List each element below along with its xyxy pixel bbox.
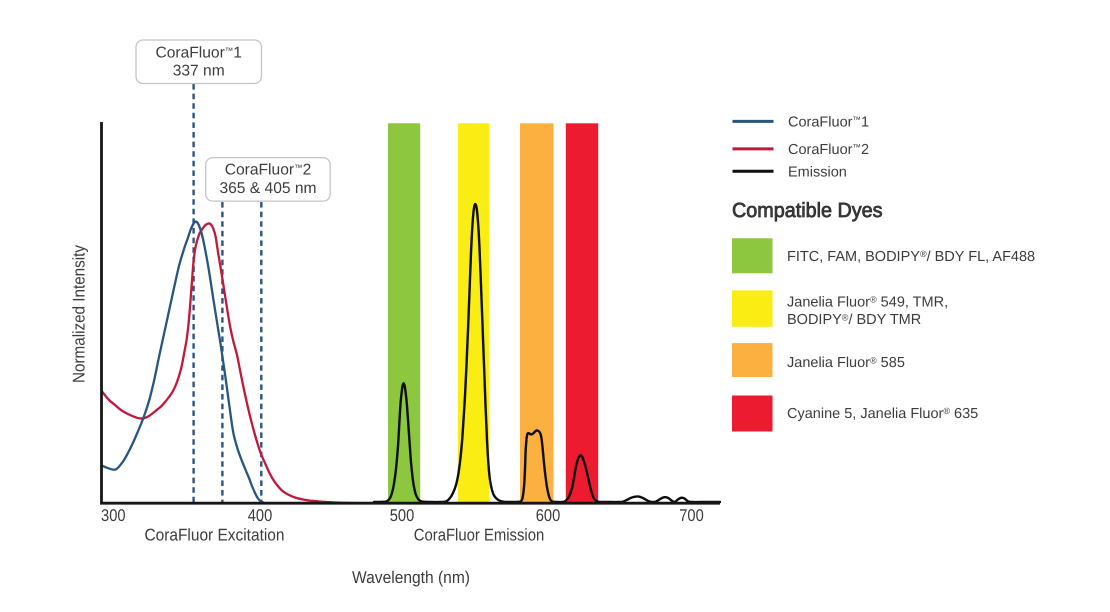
- svg-text:CoraFluor™1: CoraFluor™1: [155, 45, 242, 62]
- svg-text:CoraFluor™2: CoraFluor™2: [225, 161, 312, 178]
- svg-text:CoraFluor™1: CoraFluor™1: [788, 115, 869, 131]
- svg-text:365 & 405 nm: 365 & 405 nm: [219, 180, 316, 197]
- svg-text:600: 600: [536, 506, 561, 525]
- svg-text:FITC, FAM, BODIPY®/ BDY FL, AF: FITC, FAM, BODIPY®/ BDY FL, AF488: [787, 249, 1035, 265]
- svg-text:Janelia Fluor® 549, TMR,: Janelia Fluor® 549, TMR,: [787, 295, 948, 311]
- svg-text:Cyanine 5, Janelia Fluor® 635: Cyanine 5, Janelia Fluor® 635: [787, 406, 978, 422]
- svg-text:CoraFluor Emission: CoraFluor Emission: [414, 525, 545, 544]
- svg-text:500: 500: [390, 506, 415, 525]
- svg-text:Janelia Fluor® 585: Janelia Fluor® 585: [787, 355, 905, 371]
- svg-text:300: 300: [101, 506, 126, 525]
- svg-text:700: 700: [679, 506, 704, 525]
- svg-text:Wavelength (nm): Wavelength (nm): [352, 568, 470, 587]
- svg-text:Emission: Emission: [788, 164, 847, 180]
- svg-text:CoraFluor Excitation: CoraFluor Excitation: [145, 525, 285, 544]
- svg-text:337 nm: 337 nm: [173, 63, 225, 80]
- svg-text:Normalized Intensity: Normalized Intensity: [70, 245, 89, 383]
- svg-text:400: 400: [248, 506, 273, 525]
- svg-text:CoraFluor™2: CoraFluor™2: [788, 142, 869, 158]
- svg-text:BODIPY®/ BDY TMR: BODIPY®/ BDY TMR: [787, 312, 921, 328]
- svg-text:Compatible Dyes: Compatible Dyes: [732, 199, 883, 222]
